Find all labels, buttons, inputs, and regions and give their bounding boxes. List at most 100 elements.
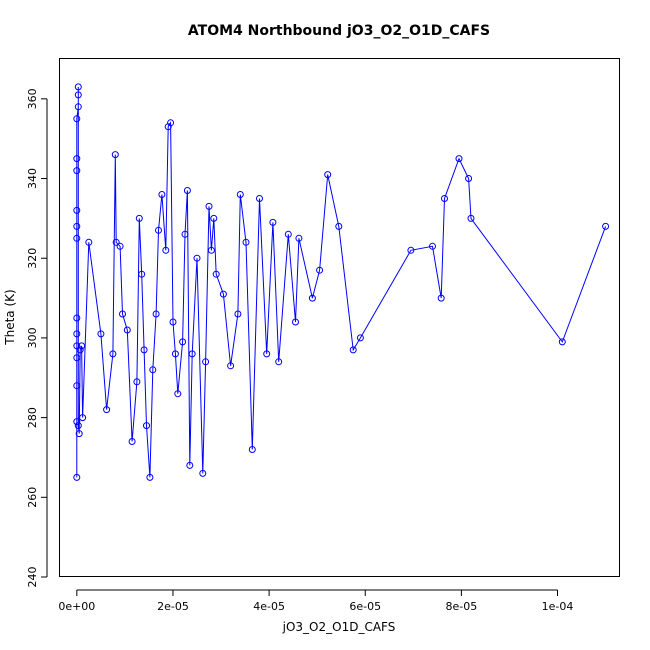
data-point (75, 430, 83, 438)
y-tick-label: 340 (26, 168, 39, 189)
y-tick-label: 300 (26, 327, 39, 348)
data-point (85, 238, 93, 246)
data-point (73, 354, 81, 362)
data-point (248, 446, 256, 453)
data-point (73, 234, 81, 242)
data-point (256, 195, 263, 202)
data-point (169, 318, 177, 326)
x-tick-label: 4e-05 (253, 600, 285, 613)
data-point (275, 358, 283, 366)
series-line-0 (76, 86, 607, 478)
data-point (202, 358, 210, 366)
data-point (112, 238, 120, 246)
data-point (558, 338, 566, 346)
data-point (429, 242, 436, 250)
data-point (269, 218, 277, 226)
x-tick-label: 6e-05 (349, 600, 381, 613)
y-axis: 240 260 280 300 320 340 360 (26, 88, 48, 588)
data-point (138, 270, 146, 278)
data-point (73, 167, 81, 175)
y-tick-label: 240 (26, 567, 39, 588)
data-point (155, 226, 162, 234)
x-axis-label: jO3_O2_O1D_CAFS (282, 620, 396, 634)
data-point (133, 378, 141, 386)
data-point (324, 171, 332, 179)
data-point (263, 350, 271, 358)
data-point (183, 187, 191, 194)
data-point (167, 119, 175, 127)
data-point (111, 151, 119, 159)
x-tick-label: 8e-05 (446, 600, 478, 613)
x-tick-label: 2e-05 (157, 600, 189, 613)
y-tick-label: 360 (26, 88, 39, 109)
data-point (76, 346, 84, 354)
y-axis-label: Theta (K) (3, 289, 17, 345)
y-tick-label: 260 (26, 487, 39, 508)
data-point (219, 290, 227, 298)
plot-area-border (59, 58, 620, 577)
y-tick-label: 280 (26, 407, 39, 428)
data-point (135, 214, 143, 222)
data-point (171, 350, 179, 358)
data-point (284, 230, 292, 238)
data-point (162, 246, 170, 254)
data-point (74, 103, 82, 111)
data-point (437, 294, 445, 302)
data-point (467, 214, 475, 222)
y-tick-label: 320 (26, 248, 39, 269)
data-point (349, 346, 357, 354)
data-point (123, 326, 131, 334)
data-point (207, 246, 215, 254)
data-point (146, 473, 154, 481)
x-tick-label: 1e-04 (542, 600, 574, 613)
data-point (193, 254, 201, 262)
data-point (316, 266, 324, 274)
data-point (73, 330, 81, 338)
data-point (179, 338, 187, 346)
data-point (181, 230, 189, 238)
data-point (140, 346, 148, 354)
data-point (152, 310, 160, 318)
data-point (73, 222, 81, 230)
data-point (212, 270, 220, 278)
data-point (143, 422, 150, 430)
data-point (292, 318, 299, 326)
data-point (74, 422, 82, 430)
data-point (199, 469, 207, 477)
data-point (73, 418, 81, 426)
data-point (295, 234, 303, 242)
data-point (210, 214, 218, 222)
data-point (242, 238, 250, 246)
data-point (109, 350, 117, 358)
data-point (308, 294, 316, 302)
data-point (73, 115, 81, 123)
data-point (186, 461, 194, 469)
data-point (103, 406, 111, 414)
data-series (73, 83, 610, 481)
data-point (73, 314, 81, 322)
data-point (78, 342, 86, 350)
data-point (465, 175, 473, 182)
data-point (188, 350, 196, 358)
data-point (149, 366, 157, 374)
data-point (158, 191, 166, 198)
data-point (79, 414, 87, 422)
data-point (73, 342, 81, 350)
data-point (73, 155, 81, 163)
data-point (455, 155, 463, 163)
x-tick-label: 0e+00 (58, 600, 95, 613)
chart-title: ATOM4 Northbound jO3_O2_O1D_CAFS (188, 23, 490, 39)
data-point (74, 91, 82, 99)
data-point (205, 202, 213, 210)
data-point (73, 382, 81, 390)
data-point (335, 222, 343, 230)
data-point (116, 242, 124, 250)
x-axis: 0e+00 2e-05 4e-05 6e-05 8e-05 1e-04 (58, 589, 574, 613)
data-point (441, 195, 448, 202)
data-point (97, 330, 105, 338)
data-point (73, 206, 81, 214)
data-point (356, 334, 364, 342)
data-point (234, 310, 242, 318)
data-point (73, 473, 81, 481)
